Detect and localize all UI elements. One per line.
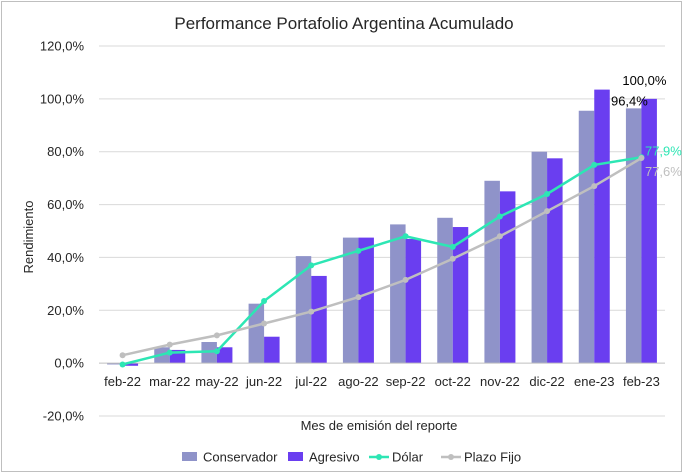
point-plazo-fijo [213,332,220,339]
x-tick-label: dic-22 [529,374,564,389]
legend-marker [376,454,382,460]
point-plazo-fijo [261,320,268,327]
x-tick-label: may-22 [195,374,238,389]
x-tick-label: oct-22 [435,374,471,389]
bar-conservador [625,108,642,364]
legend-item-dólar: Dólar [369,450,424,465]
x-tick-labels: feb-22 mar-22 may-22 jun-22 jul-22 ago-22 sep-… [104,374,660,389]
bar-agresivo [122,363,139,366]
y-tick-label: 100,0% [40,91,85,106]
point-dólar [449,243,456,250]
bar-conservador [437,217,453,364]
legend-label: Agresivo [309,450,360,465]
line-plazo-fijo [122,156,643,357]
legend-marker [448,454,454,460]
bar-agresivo [452,227,469,364]
bar-conservador [107,363,123,365]
point-dólar [544,191,551,197]
legend-label: Dólar [392,450,424,465]
bar-agresivo [264,336,280,364]
y-axis-label: Rendimiento [21,201,36,274]
y-tick-label: 0,0% [54,356,84,371]
data-label-dólar: 77,9% [645,143,682,158]
legend-swatch [182,452,197,461]
point-plazo-fijo [402,276,409,283]
point-dólar [308,262,315,269]
x-tick-label: mar-22 [149,374,190,389]
point-dólar [166,349,173,356]
point-dólar [261,298,268,305]
point-plazo-fijo [166,341,173,348]
point-plazo-fijo [308,308,315,315]
data-label-plazo-fijo: 77,6% [645,164,682,179]
bar-conservador [390,224,406,364]
bar-agresivo [311,275,327,364]
bar-conservador [248,303,265,364]
bar-agresivo [216,347,233,364]
lines [119,154,645,368]
x-tick-label: ago-22 [338,374,378,389]
legend-label: Conservador [203,450,278,465]
point-plazo-fijo [544,208,551,215]
y-tick-label: -20,0% [43,409,85,424]
bar-conservador [578,110,595,364]
data-label-conservador: 96,4% [611,93,648,108]
bar-agresivo [405,238,422,364]
y-tick-label: 40,0% [47,250,84,265]
point-dólar [119,361,126,368]
y-tick-label: 120,0% [40,39,85,54]
bar-conservador [484,180,500,364]
gridlines [99,45,665,417]
point-dólar [213,348,220,355]
legend-swatch [288,452,303,461]
legend-item-conservador: Conservador [182,450,278,465]
bar-agresivo [641,98,657,364]
data-label-agresivo: 100,0% [622,73,667,88]
x-tick-label: jun-22 [245,374,282,389]
point-plazo-fijo [591,183,598,190]
x-tick-label: nov-22 [480,374,520,389]
point-dólar [355,247,362,254]
bar-agresivo [594,89,610,364]
x-tick-label: feb-23 [623,374,660,389]
legend-item-agresivo: Agresivo [288,450,360,465]
bar-conservador [531,151,548,364]
x-tick-label: sep-22 [386,374,426,389]
y-tick-labels: -20,0% 0,0% 20,0% 40,0% 60,0% 80,0% 100,0% 120,… [40,39,85,424]
point-dólar [402,233,409,240]
legend: Conservador Agresivo Dólar Plazo Fijo [182,450,521,465]
legend-item-plazo-fijo: Plazo Fijo [441,450,521,465]
y-tick-label: 20,0% [47,303,84,318]
y-tick-label: 60,0% [47,197,84,212]
point-plazo-fijo [355,294,362,301]
x-axis-label: Mes de emisión del reporte [301,418,458,433]
data-labels: 100,0% 96,4% 77,9% 77,6% [611,73,682,179]
x-tick-label: jul-22 [294,374,327,389]
x-tick-label: feb-22 [104,374,141,389]
y-tick-label: 80,0% [47,144,84,159]
bar-agresivo [358,237,374,364]
point-plazo-fijo [638,155,645,162]
x-tick-label: ene-23 [574,374,614,389]
point-dólar [496,213,503,220]
point-plazo-fijo [496,233,503,240]
bars [107,89,657,366]
point-dólar [591,161,598,168]
bar-conservador [295,256,312,364]
legend-label: Plazo Fijo [464,450,521,465]
point-plazo-fijo [119,352,126,359]
chart-title: Performance Portafolio Argentina Acumula… [174,14,513,33]
line-dólar [122,156,642,366]
point-plazo-fijo [449,255,456,262]
